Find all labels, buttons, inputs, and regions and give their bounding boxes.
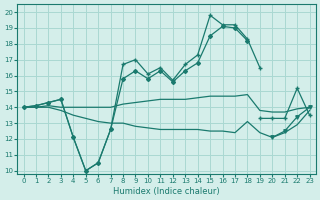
X-axis label: Humidex (Indice chaleur): Humidex (Indice chaleur)	[113, 187, 220, 196]
